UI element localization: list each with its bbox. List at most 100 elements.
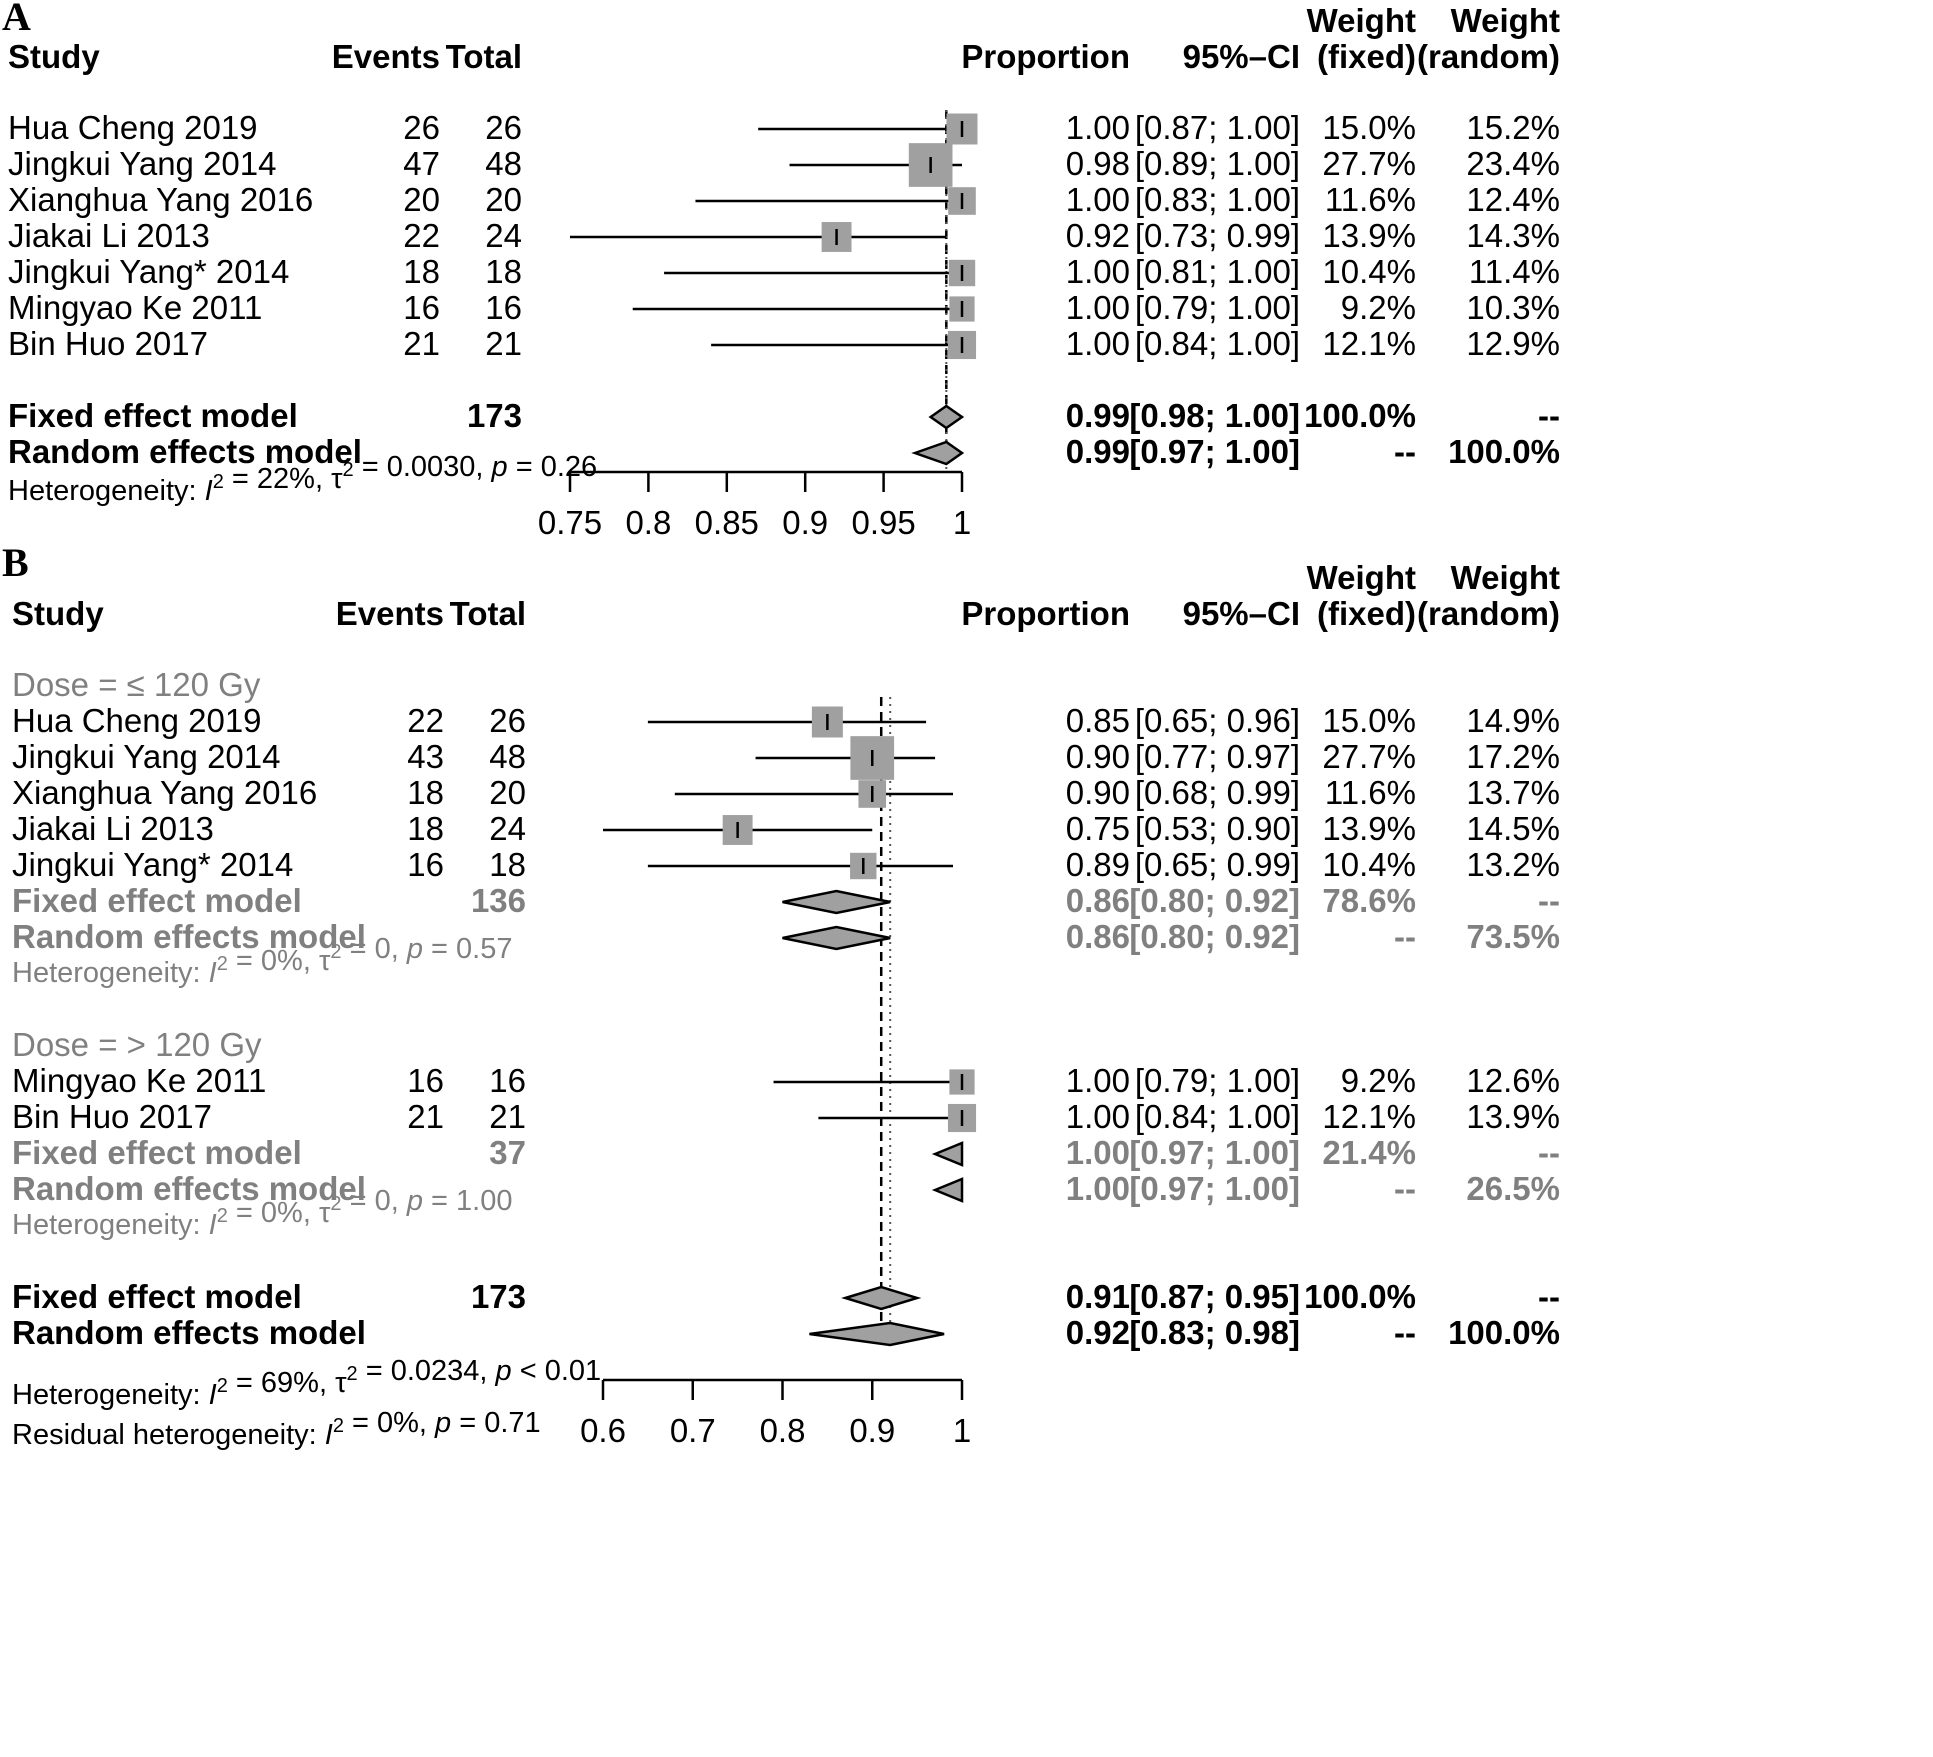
header-weight-fixed-sub: (fixed) [1317,38,1416,75]
study-ci: [0.84; 1.00] [1135,325,1300,362]
study-events: 16 [407,1062,444,1099]
study-weight-fixed: 10.4% [1322,846,1416,883]
model-name: Fixed effect model [12,1278,302,1315]
subgroup-fixed-effect-row: Fixed effect model 136 0.86 [0.80; 0.92] 78.… [12,882,1560,919]
study-events: 18 [407,810,444,847]
overall-random-effects-row: Random effects model 0.92 [0.83; 0.98] -- 10… [12,1314,1560,1351]
study-ci: [0.89; 1.00] [1135,145,1300,182]
model-ci: [0.87; 0.95] [1129,1278,1300,1315]
model-ci: [0.80; 0.92] [1129,918,1300,955]
study-name: Jingkui Yang 2014 [8,145,277,182]
x-axis-tick-label: 0.9 [782,504,828,541]
study-ci: [0.65; 0.96] [1135,702,1300,739]
study-name: Bin Huo 2017 [12,1098,212,1135]
model-weight-fixed: -- [1394,1314,1416,1351]
model-name: Fixed effect model [12,882,302,919]
model-proportion: 0.99 [1066,397,1130,434]
study-total: 21 [489,1098,526,1135]
model-name: Random effects model [12,1170,366,1207]
model-proportion: 0.99 [1066,433,1130,470]
x-axis-tick-label: 1 [953,1412,971,1449]
study-weight-random: 14.3% [1466,217,1560,254]
header-events: Events [336,595,444,632]
study-total: 26 [485,109,522,146]
study-events: 26 [403,109,440,146]
summary-diamond [782,889,891,915]
study-weight-fixed: 11.6% [1325,774,1416,811]
header-proportion: Proportion [961,38,1130,75]
x-axis-tick-label: 1 [953,504,971,541]
overall-random-effects-row: Random effects model 0.99 [0.97; 1.00] -- 10… [8,433,1560,470]
study-events: 18 [407,774,444,811]
model-weight-fixed: 100.0% [1304,1278,1416,1315]
model-proportion: 0.91 [1066,1278,1130,1315]
model-total: 173 [471,1278,526,1315]
study-events: 47 [403,145,440,182]
study-row: Jingkui Yang 2014 43 48 0.90 [0.77; 0.97] 27.… [12,736,1560,780]
study-ci: [0.65; 0.99] [1135,846,1300,883]
x-axis-tick-label: 0.8 [760,1412,806,1449]
study-weight-random: 12.9% [1466,325,1560,362]
model-ci: [0.98; 1.00] [1129,397,1300,434]
study-name: Hua Cheng 2019 [12,702,262,739]
header-weight-random-sub: (random) [1417,595,1560,632]
study-row: Bin Huo 2017 21 21 1.00 [0.84; 1.00] 12.1% 12.… [8,325,1560,362]
study-name: Bin Huo 2017 [8,325,208,362]
study-proportion: 1.00 [1066,181,1130,218]
study-weight-fixed: 27.7% [1322,738,1416,775]
subgroup-random-effects-row: Random effects model 1.00 [0.97; 1.00] -- 26… [12,1170,1560,1207]
model-name: Fixed effect model [12,1134,302,1171]
model-weight-fixed: 100.0% [1304,397,1416,434]
study-weight-random: 13.9% [1466,1098,1560,1135]
study-proportion: 0.92 [1066,217,1130,254]
model-weight-fixed: 78.6% [1322,882,1416,919]
study-name: Mingyao Ke 2011 [8,289,262,326]
study-total: 16 [489,1062,526,1099]
model-ci: [0.97; 1.00] [1129,1134,1300,1171]
study-total: 24 [485,217,522,254]
study-weight-fixed: 10.4% [1322,253,1416,290]
model-ci: [0.83; 0.98] [1129,1314,1300,1351]
study-weight-fixed: 12.1% [1322,1098,1416,1135]
study-weight-random: 14.9% [1466,702,1560,739]
study-row: Xianghua Yang 2016 18 20 0.90 [0.68; 0.99] 11… [12,774,1560,811]
model-proportion: 1.00 [1066,1134,1130,1171]
summary-diamond [809,1321,945,1347]
model-ci: [0.80; 0.92] [1129,882,1300,919]
study-weight-random: 10.3% [1466,289,1560,326]
model-weight-random: 73.5% [1466,918,1560,955]
study-weight-fixed: 9.2% [1341,289,1416,326]
model-weight-random: 100.0% [1448,433,1560,470]
study-weight-random: 17.2% [1466,738,1560,775]
study-name: Jiakai Li 2013 [8,217,210,254]
study-ci: [0.73; 0.99] [1135,217,1300,254]
study-row: Hua Cheng 2019 26 26 1.00 [0.87; 1.00] 15.0% 1… [8,109,1560,146]
subgroup-heterogeneity: Heterogeneity: I2 = 0%, τ2 = 0, p = 0.57 [12,933,512,989]
model-proportion: 0.86 [1066,918,1130,955]
study-ci: [0.84; 1.00] [1135,1098,1300,1135]
overall-fixed-effect-row: Fixed effect model 173 0.99 [0.98; 1.00] 100… [8,397,1560,434]
header-weight-fixed: Weight [1307,2,1416,39]
study-total: 48 [489,738,526,775]
model-total: 37 [489,1134,526,1171]
study-weight-fixed: 13.9% [1322,810,1416,847]
study-weight-fixed: 12.1% [1322,325,1416,362]
model-weight-fixed: 21.4% [1322,1134,1416,1171]
header-events: Events [332,38,440,75]
study-weight-fixed: 11.6% [1325,181,1416,218]
study-weight-random: 12.4% [1466,181,1560,218]
header-weight-random: Weight [1451,2,1560,39]
study-ci: [0.68; 0.99] [1135,774,1300,811]
study-weight-random: 13.2% [1466,846,1560,883]
study-row: Hua Cheng 2019 22 26 0.85 [0.65; 0.96] 15.0% 1… [12,702,1560,739]
study-events: 16 [407,846,444,883]
study-name: Jingkui Yang* 2014 [12,846,293,883]
study-proportion: 0.90 [1066,738,1130,775]
study-name: Jiakai Li 2013 [12,810,214,847]
study-events: 43 [407,738,444,775]
study-total: 16 [485,289,522,326]
subgroup-label: Dose = > 120 Gy [12,1026,262,1063]
x-axis-tick-label: 0.75 [538,504,602,541]
study-ci: [0.77; 0.97] [1135,738,1300,775]
